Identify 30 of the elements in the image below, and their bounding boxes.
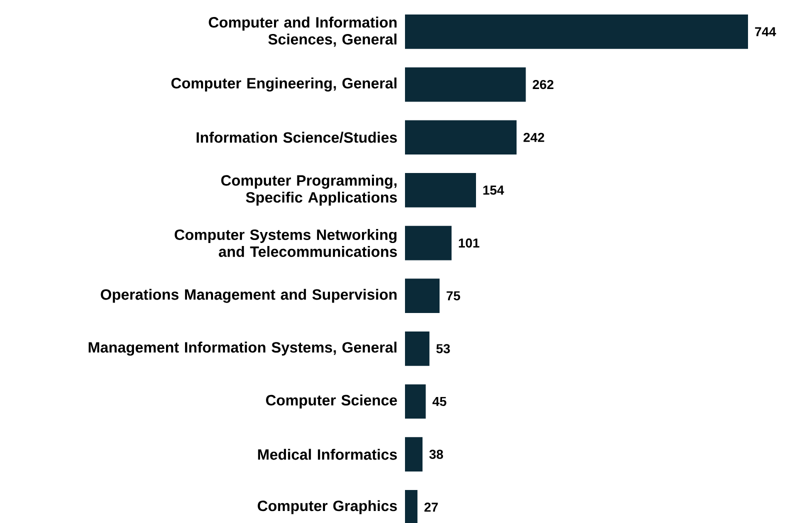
data-label: 744 (755, 27, 776, 36)
bar (405, 437, 423, 472)
y-tick-label: Medical Informatics (258, 448, 397, 460)
bar (405, 226, 452, 260)
data-label: 53 (436, 344, 450, 354)
bar (405, 490, 418, 523)
y-tick-label: Computer Science (266, 394, 397, 408)
bar (405, 278, 440, 314)
data-label: 38 (429, 450, 444, 459)
data-label: 154 (483, 186, 504, 195)
y-tick-label: Computer Engineering, General (171, 78, 396, 92)
data-label: 75 (446, 291, 460, 300)
y-tick-label: Management Information Systems, General (88, 342, 396, 356)
bar (405, 173, 476, 208)
y-tick-label: Computer and Information Sciences, General (208, 16, 397, 47)
y-tick-label: Computer Graphics (258, 500, 397, 514)
data-label: 262 (532, 80, 554, 90)
bar (405, 14, 748, 49)
bar (405, 332, 430, 366)
data-label: 242 (524, 132, 544, 142)
bar (405, 120, 517, 155)
y-tick-label: Operations Management and Supervision (100, 288, 397, 303)
bar (405, 384, 426, 419)
y-tick-label: Computer Systems Networking and Telecommunications (174, 229, 397, 257)
data-label: 101 (458, 238, 480, 248)
y-tick-label: Information Science/Studies (196, 132, 397, 143)
data-label: 45 (432, 396, 446, 406)
data-label: 27 (424, 502, 438, 512)
y-tick-label: Computer Programming, Specific Applications (221, 174, 397, 206)
bar (405, 67, 526, 102)
